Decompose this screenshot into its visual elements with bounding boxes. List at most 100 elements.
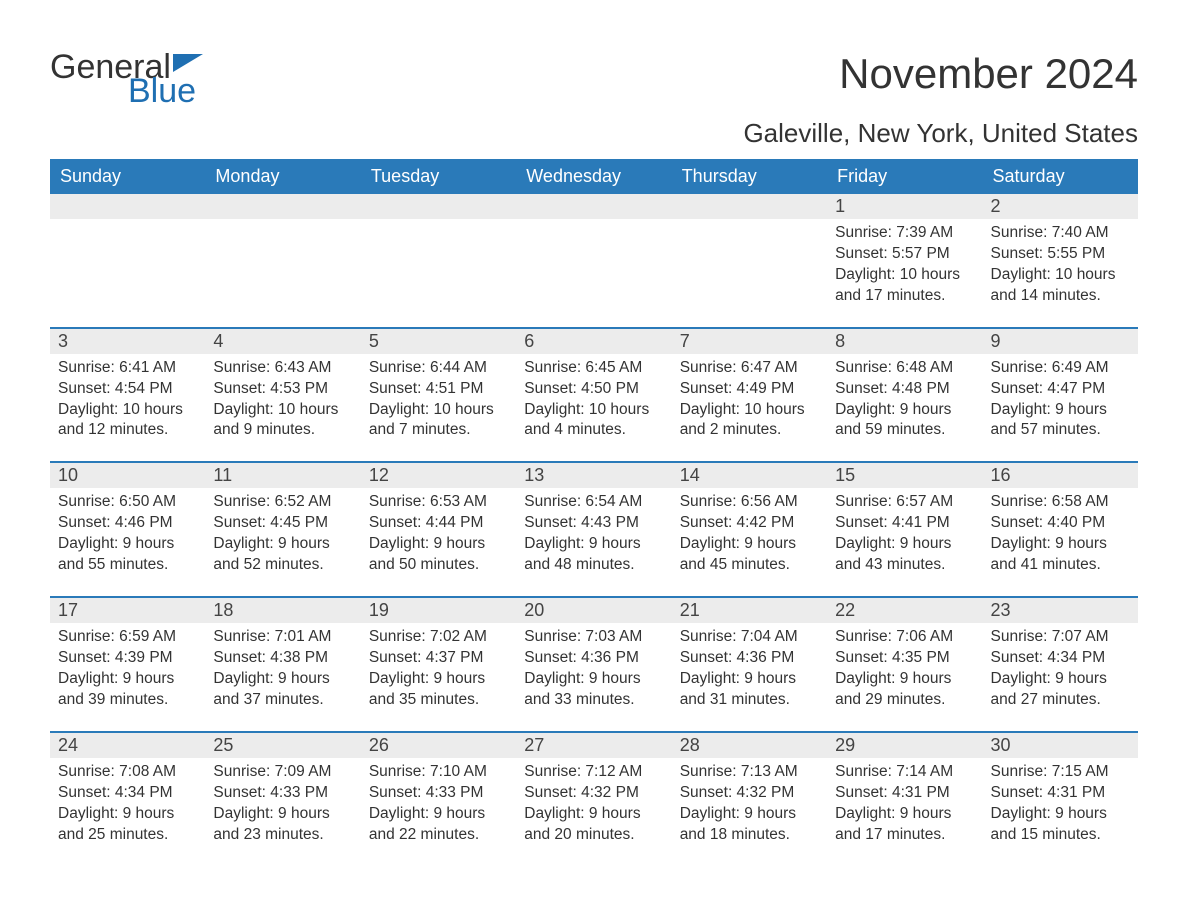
- day-details: Sunrise: 7:13 AMSunset: 4:32 PMDaylight:…: [672, 758, 827, 846]
- daylight-text: Daylight: 9 hours and 48 minutes.: [524, 534, 663, 576]
- sunset-text: Sunset: 4:33 PM: [213, 783, 352, 804]
- daylight-text: Daylight: 10 hours and 14 minutes.: [991, 265, 1130, 307]
- day-cell: 16Sunrise: 6:58 AMSunset: 4:40 PMDayligh…: [983, 463, 1138, 584]
- daylight-text: Daylight: 9 hours and 18 minutes.: [680, 804, 819, 846]
- day-number: 9: [983, 329, 1138, 354]
- day-details: Sunrise: 7:10 AMSunset: 4:33 PMDaylight:…: [361, 758, 516, 846]
- weekday-header: Sunday: [50, 159, 205, 194]
- daylight-text: Daylight: 9 hours and 37 minutes.: [213, 669, 352, 711]
- day-cell: 15Sunrise: 6:57 AMSunset: 4:41 PMDayligh…: [827, 463, 982, 584]
- day-number: 26: [361, 733, 516, 758]
- day-cell: [516, 194, 671, 315]
- sunset-text: Sunset: 4:48 PM: [835, 379, 974, 400]
- day-details: Sunrise: 6:57 AMSunset: 4:41 PMDaylight:…: [827, 488, 982, 576]
- day-number: 27: [516, 733, 671, 758]
- day-number: 19: [361, 598, 516, 623]
- day-details: Sunrise: 7:39 AMSunset: 5:57 PMDaylight:…: [827, 219, 982, 307]
- day-number: 16: [983, 463, 1138, 488]
- month-title: November 2024: [743, 50, 1138, 98]
- sunrise-text: Sunrise: 6:58 AM: [991, 492, 1130, 513]
- day-number: 5: [361, 329, 516, 354]
- day-number: 11: [205, 463, 360, 488]
- sunset-text: Sunset: 4:42 PM: [680, 513, 819, 534]
- day-details: Sunrise: 6:47 AMSunset: 4:49 PMDaylight:…: [672, 354, 827, 442]
- sunset-text: Sunset: 5:55 PM: [991, 244, 1130, 265]
- sunset-text: Sunset: 4:31 PM: [835, 783, 974, 804]
- daylight-text: Daylight: 9 hours and 31 minutes.: [680, 669, 819, 711]
- day-cell: 9Sunrise: 6:49 AMSunset: 4:47 PMDaylight…: [983, 329, 1138, 450]
- day-number: [50, 194, 205, 219]
- sunset-text: Sunset: 5:57 PM: [835, 244, 974, 265]
- daylight-text: Daylight: 9 hours and 39 minutes.: [58, 669, 197, 711]
- day-details: Sunrise: 6:59 AMSunset: 4:39 PMDaylight:…: [50, 623, 205, 711]
- day-cell: 27Sunrise: 7:12 AMSunset: 4:32 PMDayligh…: [516, 733, 671, 854]
- day-number: 1: [827, 194, 982, 219]
- day-cell: 26Sunrise: 7:10 AMSunset: 4:33 PMDayligh…: [361, 733, 516, 854]
- day-number: [672, 194, 827, 219]
- day-details: Sunrise: 6:41 AMSunset: 4:54 PMDaylight:…: [50, 354, 205, 442]
- daylight-text: Daylight: 9 hours and 27 minutes.: [991, 669, 1130, 711]
- day-details: Sunrise: 7:06 AMSunset: 4:35 PMDaylight:…: [827, 623, 982, 711]
- sunrise-text: Sunrise: 6:47 AM: [680, 358, 819, 379]
- day-details: Sunrise: 6:52 AMSunset: 4:45 PMDaylight:…: [205, 488, 360, 576]
- day-cell: [205, 194, 360, 315]
- sunrise-text: Sunrise: 7:13 AM: [680, 762, 819, 783]
- day-number: 21: [672, 598, 827, 623]
- sunrise-text: Sunrise: 6:44 AM: [369, 358, 508, 379]
- daylight-text: Daylight: 9 hours and 59 minutes.: [835, 400, 974, 442]
- sunrise-text: Sunrise: 7:10 AM: [369, 762, 508, 783]
- day-details: Sunrise: 7:04 AMSunset: 4:36 PMDaylight:…: [672, 623, 827, 711]
- sunrise-text: Sunrise: 7:08 AM: [58, 762, 197, 783]
- day-cell: 24Sunrise: 7:08 AMSunset: 4:34 PMDayligh…: [50, 733, 205, 854]
- day-number: 8: [827, 329, 982, 354]
- sunrise-text: Sunrise: 6:53 AM: [369, 492, 508, 513]
- weekday-header: Tuesday: [361, 159, 516, 194]
- weekday-header-row: Sunday Monday Tuesday Wednesday Thursday…: [50, 159, 1138, 194]
- day-number: 29: [827, 733, 982, 758]
- day-details: Sunrise: 6:44 AMSunset: 4:51 PMDaylight:…: [361, 354, 516, 442]
- week-row: 10Sunrise: 6:50 AMSunset: 4:46 PMDayligh…: [50, 461, 1138, 584]
- calendar-page: General Blue November 2024 Galeville, Ne…: [0, 0, 1188, 893]
- day-details: Sunrise: 6:54 AMSunset: 4:43 PMDaylight:…: [516, 488, 671, 576]
- sunrise-text: Sunrise: 7:40 AM: [991, 223, 1130, 244]
- day-cell: 28Sunrise: 7:13 AMSunset: 4:32 PMDayligh…: [672, 733, 827, 854]
- sunset-text: Sunset: 4:53 PM: [213, 379, 352, 400]
- day-number: 14: [672, 463, 827, 488]
- day-number: 22: [827, 598, 982, 623]
- day-cell: 19Sunrise: 7:02 AMSunset: 4:37 PMDayligh…: [361, 598, 516, 719]
- sunrise-text: Sunrise: 6:57 AM: [835, 492, 974, 513]
- day-number: 17: [50, 598, 205, 623]
- weekday-header: Thursday: [672, 159, 827, 194]
- day-details: Sunrise: 7:12 AMSunset: 4:32 PMDaylight:…: [516, 758, 671, 846]
- sunset-text: Sunset: 4:31 PM: [991, 783, 1130, 804]
- sunset-text: Sunset: 4:34 PM: [58, 783, 197, 804]
- day-number: 15: [827, 463, 982, 488]
- week-row: 1Sunrise: 7:39 AMSunset: 5:57 PMDaylight…: [50, 194, 1138, 315]
- daylight-text: Daylight: 9 hours and 17 minutes.: [835, 804, 974, 846]
- day-cell: [50, 194, 205, 315]
- day-cell: 4Sunrise: 6:43 AMSunset: 4:53 PMDaylight…: [205, 329, 360, 450]
- day-cell: 11Sunrise: 6:52 AMSunset: 4:45 PMDayligh…: [205, 463, 360, 584]
- daylight-text: Daylight: 9 hours and 50 minutes.: [369, 534, 508, 576]
- location-label: Galeville, New York, United States: [743, 118, 1138, 149]
- weekday-header: Monday: [205, 159, 360, 194]
- day-number: 20: [516, 598, 671, 623]
- daylight-text: Daylight: 9 hours and 23 minutes.: [213, 804, 352, 846]
- day-details: Sunrise: 7:01 AMSunset: 4:38 PMDaylight:…: [205, 623, 360, 711]
- day-cell: 1Sunrise: 7:39 AMSunset: 5:57 PMDaylight…: [827, 194, 982, 315]
- day-details: Sunrise: 6:43 AMSunset: 4:53 PMDaylight:…: [205, 354, 360, 442]
- weekday-header: Saturday: [983, 159, 1138, 194]
- title-block: November 2024 Galeville, New York, Unite…: [743, 50, 1138, 149]
- day-cell: 20Sunrise: 7:03 AMSunset: 4:36 PMDayligh…: [516, 598, 671, 719]
- day-number: 10: [50, 463, 205, 488]
- day-details: Sunrise: 6:58 AMSunset: 4:40 PMDaylight:…: [983, 488, 1138, 576]
- sunset-text: Sunset: 4:35 PM: [835, 648, 974, 669]
- day-number: 2: [983, 194, 1138, 219]
- sunrise-text: Sunrise: 7:09 AM: [213, 762, 352, 783]
- day-cell: 10Sunrise: 6:50 AMSunset: 4:46 PMDayligh…: [50, 463, 205, 584]
- daylight-text: Daylight: 9 hours and 55 minutes.: [58, 534, 197, 576]
- daylight-text: Daylight: 9 hours and 43 minutes.: [835, 534, 974, 576]
- day-cell: 23Sunrise: 7:07 AMSunset: 4:34 PMDayligh…: [983, 598, 1138, 719]
- sunset-text: Sunset: 4:47 PM: [991, 379, 1130, 400]
- sunset-text: Sunset: 4:32 PM: [680, 783, 819, 804]
